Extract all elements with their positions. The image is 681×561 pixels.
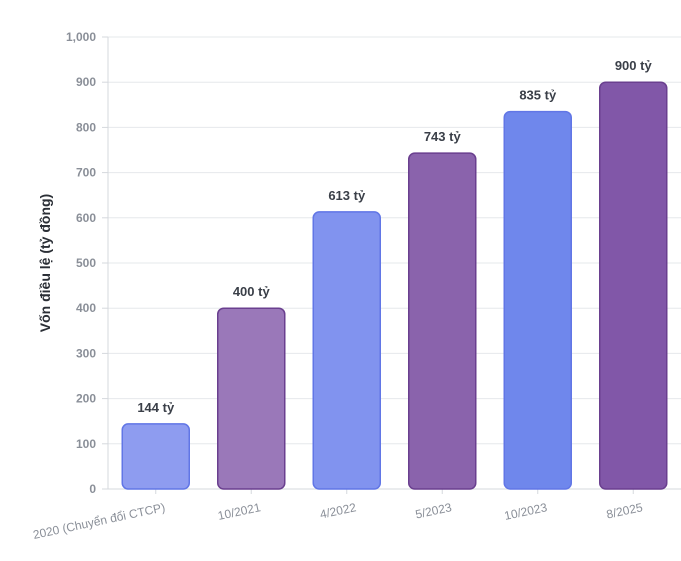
x-axis-ticks: 2020 (Chuyển đổi CTCP) 10/2021 4/2022 5/202… [32,500,645,542]
x-tick-label: 10/2021 [217,500,263,523]
y-tick-label: 800 [76,120,96,134]
y-tick-label: 700 [76,166,96,180]
y-axis-ticks: 0 100 200 300 400 500 600 700 800 900 1,000 [66,30,96,496]
y-tick-label: 0 [89,482,96,496]
bar [599,81,668,490]
bar [503,110,572,490]
x-tick-label: 10/2023 [503,500,549,523]
y-axis-label: Vốn điều lệ (tỷ đồng) [37,194,53,332]
y-tick-label: 900 [76,75,96,89]
y-tick-label: 600 [76,211,96,225]
y-tick-label: 300 [76,346,96,360]
bar [121,423,190,490]
x-tick-label: 2020 (Chuyển đổi CTCP) [32,500,167,542]
grid-lines [102,36,681,494]
data-label: 144 tỷ [137,400,175,415]
bars [121,81,668,490]
data-label: 613 tỷ [328,188,366,203]
bar [217,307,286,490]
bar [312,211,381,490]
y-tick-label: 100 [76,437,96,451]
x-tick-label: 5/2023 [414,500,453,521]
y-tick-label: 1,000 [66,30,96,44]
data-label: 400 tỷ [233,284,271,299]
y-tick-label: 200 [76,392,96,406]
x-tick-label: 4/2022 [319,500,358,521]
x-tick-label: 8/2025 [605,500,644,521]
y-tick-label: 500 [76,256,96,270]
data-label: 835 tỷ [519,88,557,103]
data-label: 743 tỷ [424,129,462,144]
data-labels: 144 tỷ 400 tỷ 613 tỷ 743 tỷ 835 tỷ 900 tỷ [137,58,652,415]
bar [408,152,477,490]
y-tick-label: 400 [76,301,96,315]
data-label: 900 tỷ [615,58,653,73]
